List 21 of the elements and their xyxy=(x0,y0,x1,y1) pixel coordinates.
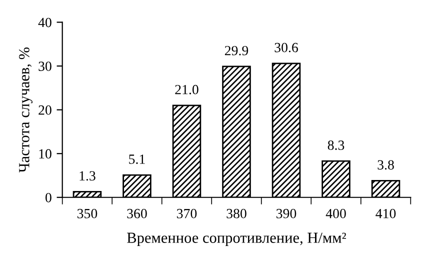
x-tick-label: 410 xyxy=(376,208,396,218)
y-tick-label: 10 xyxy=(39,149,52,159)
x-tick-label: 370 xyxy=(176,208,197,218)
data-label: 3.8 xyxy=(378,160,394,170)
x-tick-label: 360 xyxy=(127,208,147,218)
x-tick-label: 380 xyxy=(226,208,246,218)
y-tick-label: 40 xyxy=(38,18,52,28)
data-label: 30.6 xyxy=(274,42,298,52)
data-label: 5.1 xyxy=(129,154,145,164)
x-tick-label: 350 xyxy=(77,208,98,218)
data-label: 1.3 xyxy=(80,171,96,181)
x-tick-label: 400 xyxy=(326,208,346,218)
y-axis-title: Частота случаев, % xyxy=(19,47,32,173)
data-label: 8.3 xyxy=(328,140,344,150)
y-tick-label: 0 xyxy=(46,192,52,202)
data-label: 21.0 xyxy=(175,84,198,94)
y-tick-label: 20 xyxy=(38,105,52,115)
x-tick-label: 390 xyxy=(276,208,296,218)
y-tick-label: 30 xyxy=(38,62,52,71)
data-label: 29.9 xyxy=(224,46,248,56)
x-axis-title: Временное сопротивление, Н/мм² xyxy=(127,232,346,246)
